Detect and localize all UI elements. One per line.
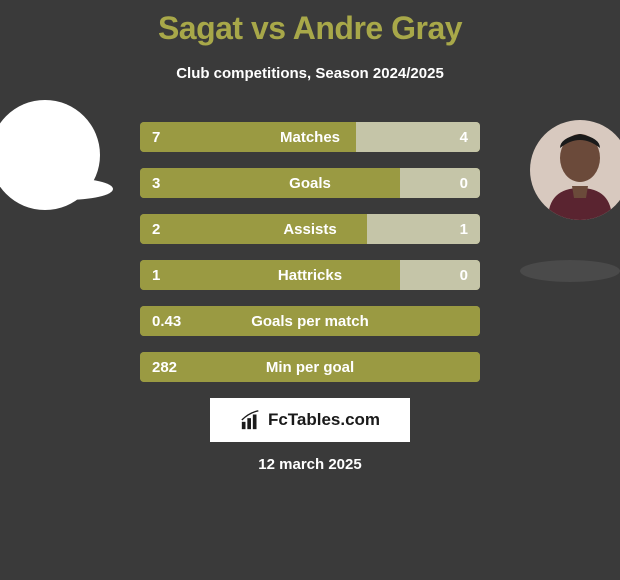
stat-label: Hattricks [140, 260, 480, 290]
stat-label: Matches [140, 122, 480, 152]
subtitle: Club competitions, Season 2024/2025 [0, 65, 620, 82]
stat-row-assists: 2 Assists 1 [140, 214, 480, 244]
stat-row-mpg: 282 Min per goal [140, 352, 480, 382]
stat-row-gpm: 0.43 Goals per match [140, 306, 480, 336]
stat-right-value: 0 [460, 260, 468, 290]
player-right-portrait-icon [530, 120, 620, 220]
bar-chart-icon [240, 409, 262, 431]
player-right-avatar [530, 120, 620, 220]
stat-row-hattricks: 1 Hattricks 0 [140, 260, 480, 290]
stat-right-value: 0 [460, 168, 468, 198]
page-title: Sagat vs Andre Gray [0, 0, 620, 47]
stat-label: Goals per match [140, 306, 480, 336]
player-right-shadow [520, 260, 620, 282]
stats-container: 7 Matches 4 3 Goals 0 2 Assists 1 1 Hatt… [140, 122, 480, 398]
stat-row-goals: 3 Goals 0 [140, 168, 480, 198]
stat-right-value: 4 [460, 122, 468, 152]
stat-label: Goals [140, 168, 480, 198]
stat-right-value: 1 [460, 214, 468, 244]
footer-brand-text: FcTables.com [268, 410, 380, 430]
stat-row-matches: 7 Matches 4 [140, 122, 480, 152]
footer-logo[interactable]: FcTables.com [210, 398, 410, 442]
footer-date: 12 march 2025 [0, 456, 620, 473]
player-left-shadow [18, 178, 113, 200]
stat-label: Assists [140, 214, 480, 244]
stat-label: Min per goal [140, 352, 480, 382]
